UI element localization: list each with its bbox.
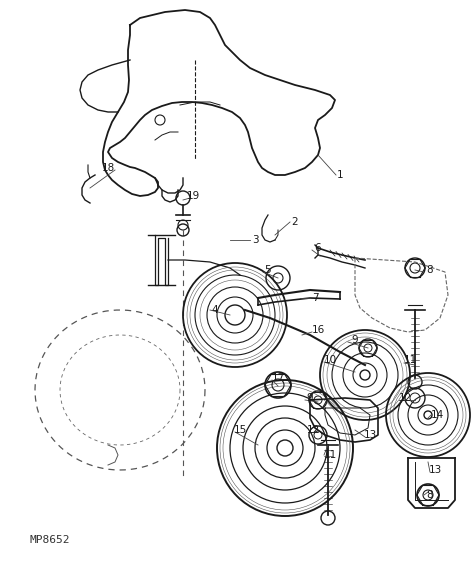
Text: MP8652: MP8652 [30,535,71,545]
Text: 18: 18 [101,163,115,173]
Text: 13: 13 [364,430,377,440]
Text: 13: 13 [428,465,442,475]
Text: 9: 9 [307,393,313,403]
Text: 11: 11 [323,450,337,460]
Text: 17: 17 [272,373,284,383]
Text: 12: 12 [398,393,411,403]
Text: 5: 5 [264,265,271,275]
Text: 2: 2 [292,217,298,227]
Text: 8: 8 [427,265,433,275]
Text: 9: 9 [352,335,358,345]
Text: 15: 15 [233,425,246,435]
Text: 10: 10 [323,355,337,365]
Text: 6: 6 [315,243,321,253]
Text: 16: 16 [311,325,325,335]
Text: 1: 1 [337,170,343,180]
Text: 12: 12 [306,425,319,435]
Text: 8: 8 [427,490,433,500]
Text: 7: 7 [312,293,319,303]
Text: 4: 4 [212,305,219,315]
Text: 19: 19 [186,191,200,201]
Text: 11: 11 [403,355,417,365]
Text: 3: 3 [252,235,258,245]
Text: 14: 14 [430,410,444,420]
